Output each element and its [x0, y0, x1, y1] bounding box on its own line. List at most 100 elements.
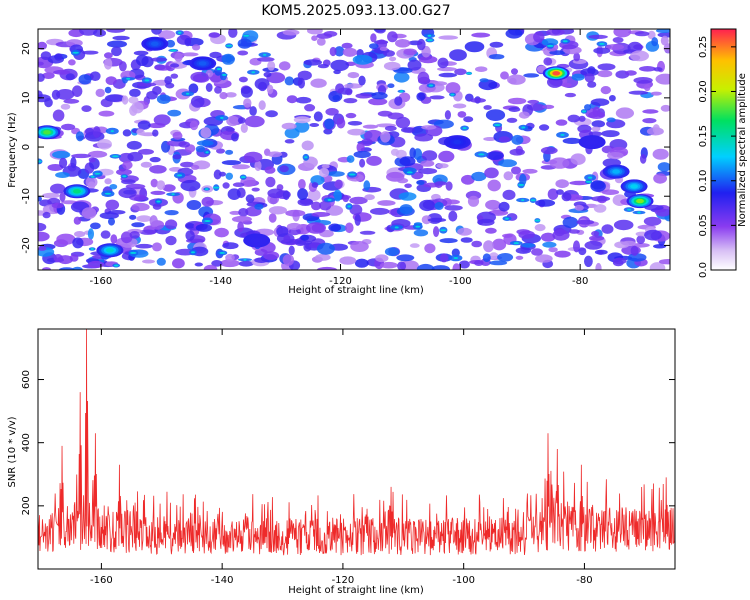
heatmap-blob — [148, 122, 166, 129]
heatmap-blob — [263, 53, 267, 56]
heatmap-blob — [264, 166, 276, 174]
heatmap-blob — [50, 183, 66, 194]
heatmap-blob — [555, 119, 568, 126]
heatmap-blob — [621, 240, 637, 246]
heatmap-blob — [484, 167, 499, 179]
heatmap-blob — [511, 166, 521, 175]
heatmap-blob — [112, 155, 119, 158]
heatmap-blob — [88, 150, 108, 158]
heatmap-blob — [653, 173, 667, 184]
x-tick-label: -80 — [576, 575, 592, 586]
heatmap-blob — [231, 215, 252, 223]
heatmap-blob — [81, 207, 97, 220]
heatmap-blob — [203, 264, 218, 270]
heatmap-blob — [284, 139, 295, 144]
heatmap-blob — [429, 95, 445, 100]
heatmap-blob — [237, 38, 252, 49]
heatmap-blob — [38, 61, 44, 66]
heatmap-blob — [416, 92, 426, 101]
heatmap-blob — [584, 73, 595, 83]
heatmap-y-axis-label: Frequency (Hz) — [7, 112, 18, 188]
heatmap-blob — [240, 176, 246, 179]
heatmap-blob — [461, 174, 475, 185]
heatmap-blob — [104, 52, 113, 59]
heatmap-blob — [47, 164, 64, 171]
heatmap-blob — [40, 51, 52, 60]
heatmap-blob — [349, 204, 363, 216]
heatmap-blob — [297, 70, 312, 81]
heatmap-blob — [581, 110, 587, 113]
heatmap-blob — [521, 126, 526, 129]
heatmap-blob — [136, 54, 149, 66]
heatmap-blob — [561, 82, 572, 88]
heatmap-blob — [330, 59, 350, 72]
heatmap-blob — [464, 41, 485, 53]
heatmap-blob — [375, 254, 389, 263]
heatmap-blob — [552, 229, 570, 241]
heatmap-blob — [413, 229, 429, 237]
heatmap-blob — [341, 42, 353, 49]
heatmap-blob — [111, 46, 122, 57]
heatmap-blob — [335, 83, 345, 94]
heatmap-blob — [309, 123, 320, 127]
heatmap-blob — [205, 151, 209, 154]
heatmap-blob — [467, 195, 480, 207]
heatmap-blob — [38, 246, 47, 251]
heatmap-blob — [399, 156, 416, 167]
heatmap-blob — [265, 176, 276, 188]
heatmap-blob — [409, 243, 420, 248]
heatmap-blob — [436, 163, 449, 169]
heatmap-blob — [502, 189, 516, 200]
heatmap-blob — [211, 260, 223, 267]
heatmap-blob — [438, 35, 459, 40]
heatmap-blob — [653, 67, 663, 72]
heatmap-blob — [219, 251, 225, 254]
heatmap-blob — [571, 73, 585, 81]
heatmap-blob — [266, 84, 274, 95]
heatmap-blob — [508, 107, 521, 112]
heatmap-hotspot — [630, 184, 638, 189]
heatmap-blobs — [38, 29, 670, 270]
heatmap-blob — [597, 70, 613, 78]
heatmap-blob — [237, 221, 244, 233]
heatmap-blob — [409, 147, 417, 159]
heatmap-blob — [321, 164, 330, 169]
heatmap-blob — [578, 247, 587, 256]
heatmap-blob — [562, 40, 568, 43]
heatmap-blob — [505, 217, 509, 220]
heatmap-blob — [342, 195, 349, 203]
heatmap-blob — [296, 240, 312, 245]
heatmap-blob — [317, 266, 337, 270]
heatmap-blob — [399, 90, 404, 93]
heatmap-blob — [352, 54, 373, 65]
heatmap-blob — [361, 138, 373, 147]
heatmap-blob — [38, 222, 47, 232]
heatmap-blob — [71, 153, 92, 159]
heatmap-blob — [327, 171, 345, 177]
heatmap-blob — [345, 112, 357, 119]
heatmap-blob — [294, 120, 310, 133]
heatmap-blob — [527, 99, 540, 104]
heatmap-blob — [201, 196, 214, 207]
heatmap-blob — [180, 179, 201, 192]
heatmap-blob — [129, 231, 140, 239]
heatmap-blob — [170, 63, 180, 68]
heatmap-blob — [74, 231, 86, 238]
heatmap-blob — [420, 160, 435, 167]
heatmap-blob — [333, 189, 342, 202]
heatmap-blob — [345, 88, 353, 96]
heatmap-blob — [283, 234, 291, 243]
heatmap-blob — [72, 51, 79, 54]
heatmap-blob — [395, 116, 411, 129]
heatmap-blob — [393, 72, 410, 83]
heatmap-blob — [225, 44, 233, 47]
heatmap-blob — [121, 179, 136, 185]
heatmap-blob — [194, 262, 203, 267]
heatmap-blob — [483, 105, 492, 110]
x-tick-label: -160 — [90, 276, 113, 287]
heatmap-blob — [301, 140, 314, 151]
heatmap-blob — [222, 182, 230, 189]
heatmap-blob — [460, 237, 473, 243]
colorbar-tick-label: 0.25 — [698, 36, 709, 58]
heatmap-blob — [172, 154, 182, 160]
